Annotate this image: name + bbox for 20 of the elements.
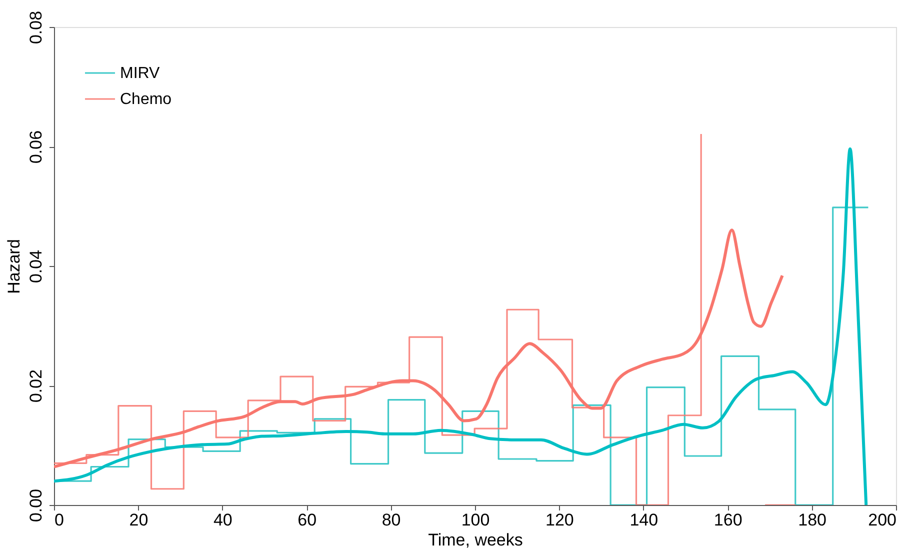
y-tick-label: 0.06 [26, 130, 46, 164]
y-tick-label: 0.04 [26, 250, 46, 284]
legend-label: MIRV [120, 65, 160, 82]
x-tick-label: 160 [714, 510, 742, 530]
x-tick-label: 20 [129, 510, 148, 530]
x-tick-label: 100 [461, 510, 490, 530]
y-tick-label: 0.02 [26, 369, 46, 403]
y-axis-title: Hazard [4, 239, 24, 294]
x-tick-label: 120 [546, 510, 574, 530]
x-axis-title: Time, weeks [428, 530, 523, 550]
x-tick-label: 0 [54, 510, 64, 530]
x-tick-label: 60 [298, 510, 317, 530]
y-tick-label: 0.08 [26, 10, 46, 44]
x-tick-label: 200 [868, 510, 896, 530]
x-tick-label: 140 [630, 510, 658, 530]
x-tick-label: 80 [382, 510, 401, 530]
x-tick-label: 40 [213, 510, 232, 530]
y-tick-label: 0.00 [26, 488, 46, 522]
x-tick-label: 180 [798, 510, 826, 530]
legend-label: Chemo [120, 91, 172, 108]
